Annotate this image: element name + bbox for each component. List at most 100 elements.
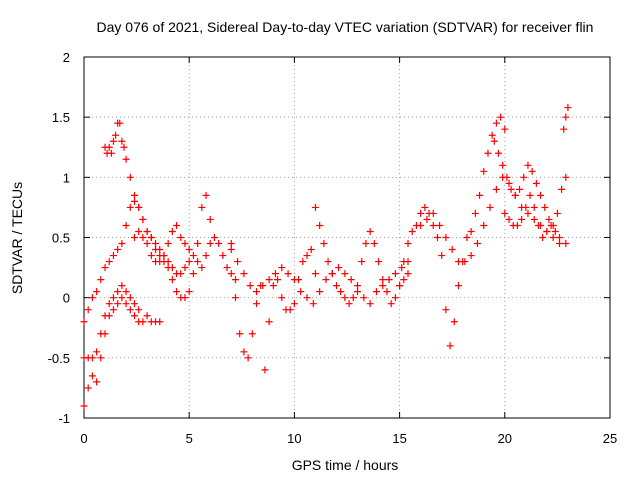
data-point [234, 258, 242, 266]
data-point [130, 300, 138, 308]
data-point [185, 288, 193, 296]
data-point [130, 312, 138, 320]
data-point [109, 294, 117, 302]
chart-title: Day 076 of 2021, Sidereal Day-to-day VTE… [97, 19, 594, 35]
data-point [130, 191, 138, 199]
data-point [219, 252, 227, 260]
data-point [253, 288, 261, 296]
data-point [360, 294, 368, 302]
data-point [105, 143, 113, 151]
data-point [261, 366, 269, 374]
data-point [160, 252, 168, 260]
series-track-l [501, 104, 572, 241]
data-point [122, 300, 130, 308]
data-point [463, 234, 471, 241]
data-point [80, 318, 88, 326]
data-point [101, 312, 109, 320]
data-point [88, 372, 96, 380]
data-point [408, 227, 416, 235]
series-track-a [80, 294, 164, 410]
data-point [442, 234, 450, 241]
data-point [114, 288, 122, 296]
data-point [116, 119, 124, 127]
data-point [560, 125, 568, 133]
data-point [303, 294, 311, 302]
data-point [328, 270, 336, 278]
y-tick-label: -0.5 [48, 351, 70, 366]
data-point [194, 240, 202, 248]
data-point [168, 276, 176, 284]
plot-frame [83, 56, 611, 419]
y-tick-label: 1 [63, 170, 70, 185]
data-point [455, 258, 463, 266]
data-points [80, 104, 572, 410]
data-point [198, 264, 206, 272]
data-point [122, 221, 130, 229]
data-point [499, 161, 507, 169]
data-point [486, 203, 494, 211]
y-axis-label: SDTVAR / TECUs [9, 182, 25, 294]
data-point [126, 306, 134, 314]
data-point [118, 294, 126, 302]
data-point [505, 215, 513, 223]
data-point [236, 330, 244, 338]
series-track-i [396, 113, 509, 350]
data-point [97, 330, 105, 338]
data-point [210, 234, 218, 241]
data-point [387, 300, 395, 308]
series-track-k [490, 137, 570, 229]
data-point [135, 227, 143, 235]
data-point [274, 276, 282, 284]
data-point [156, 258, 164, 266]
data-point [120, 143, 128, 151]
data-point [311, 270, 319, 278]
data-point [539, 234, 547, 241]
data-point [372, 288, 380, 296]
data-point [107, 149, 115, 157]
data-point [473, 240, 481, 248]
data-point [501, 209, 509, 217]
data-point [173, 221, 181, 229]
data-point [337, 288, 345, 296]
data-point [404, 240, 412, 248]
data-point [551, 227, 559, 235]
x-tick-label: 15 [392, 431, 406, 446]
data-point [126, 173, 134, 181]
data-point [455, 282, 463, 290]
data-point [385, 276, 393, 284]
x-tick-labels: 0 5 10 15 20 25 [80, 431, 617, 446]
data-point [530, 203, 538, 211]
data-point [450, 318, 458, 326]
data-point [130, 197, 138, 205]
data-point [556, 240, 564, 248]
data-point [84, 306, 92, 314]
data-point [429, 221, 437, 229]
data-point [278, 264, 286, 272]
data-point [311, 203, 319, 211]
data-point [143, 227, 151, 235]
data-point [185, 246, 193, 254]
data-point [366, 227, 374, 235]
data-point [417, 221, 425, 229]
data-point [286, 306, 294, 314]
data-point [511, 191, 519, 199]
y-tick-label: -1 [58, 411, 70, 426]
data-point [194, 258, 202, 266]
data-point [349, 294, 357, 302]
data-point [181, 240, 189, 248]
data-point [93, 348, 101, 356]
data-point [398, 264, 406, 272]
data-point [303, 252, 311, 260]
data-point [400, 258, 408, 266]
data-point [528, 167, 536, 175]
data-point [497, 113, 505, 121]
data-point [532, 179, 540, 187]
data-point [177, 270, 185, 278]
data-point [231, 294, 239, 302]
data-point [112, 131, 120, 139]
data-point [240, 348, 248, 356]
y-tick-label: 0.5 [52, 231, 70, 246]
data-point [139, 318, 147, 326]
data-point [391, 270, 399, 278]
